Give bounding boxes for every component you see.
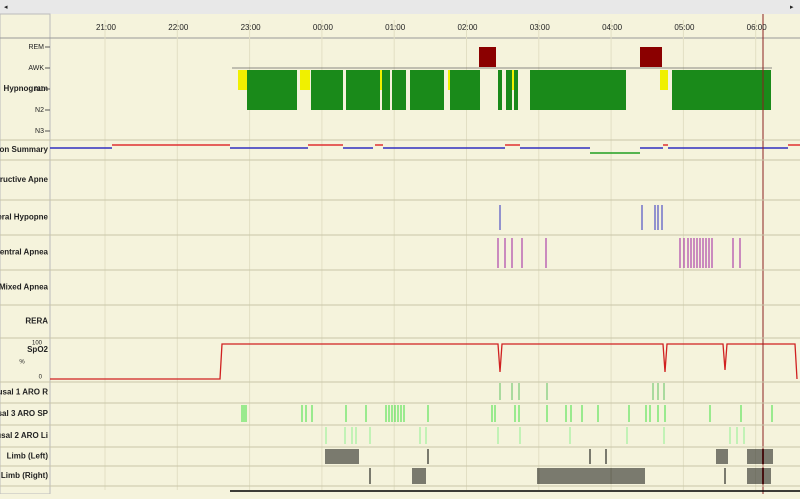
hypnogram-block [346,70,380,110]
hypnogram-block [672,70,771,110]
hypnogram-block [300,70,310,90]
hypnogram-block [311,70,343,110]
hypnogram-block [506,70,512,110]
channel-label: osition Summary [0,145,49,154]
time-label: 23:00 [241,23,262,32]
channel-label: ousal 1 ARO R [0,388,48,397]
time-label: 06:00 [747,23,768,32]
spo2-tick: 100 [32,341,43,347]
scroll-left[interactable]: ◂ [4,4,8,11]
channel-label: Mixed Apnea [0,283,49,292]
time-label: 02:00 [457,23,478,32]
stage-label: N2 [35,107,44,114]
time-label: 03:00 [530,23,551,32]
hypnogram-block [660,70,668,90]
time-label: 22:00 [168,23,189,32]
hypnogram-block [238,70,248,90]
time-label: 05:00 [674,23,695,32]
hypnogram-block [640,47,662,67]
channel-label: Central Apnea [0,248,49,257]
spo2-unit: % [19,360,25,366]
channel-label: Hypnogram [4,84,48,93]
scroll-right[interactable]: ▸ [790,4,794,11]
channel-labels: Hypnogram osition Summary Obstructive Apne… [0,84,49,480]
stage-label: N1 [35,86,44,93]
channel-label: eneral Hypopne [0,213,49,222]
hypnogram-block [410,70,444,110]
spo2-trace [50,343,798,380]
hypnogram-block [530,70,626,110]
events [50,14,800,494]
time-label: 21:00 [96,23,117,32]
channel-label: Limb (Right) [1,471,48,480]
hypnogram-block [392,70,406,110]
hypnogram-block [450,70,480,110]
channel-label: usal 3 ARO SP [0,409,49,418]
hypnogram-block [498,70,502,110]
spo2-tick: 0 [39,375,43,381]
label-panel [0,13,51,495]
channel-label: Obstructive Apne [0,175,49,184]
channel-label: Limb (Left) [7,452,49,461]
hypnogram-block [247,70,297,110]
stage-label: AWK [28,65,44,72]
channel-label: SpO2 [27,345,48,354]
channel-label: RERA [25,317,48,326]
hypnogram-block [514,70,518,110]
stage-label: N3 [35,128,44,135]
top-bar [0,0,800,14]
channel-label: ousal 2 ARO Li [0,431,48,440]
time-label: 00:00 [313,23,334,32]
stage-label: REM [28,44,44,51]
hypnogram-block [479,47,496,67]
time-label: 01:00 [385,23,406,32]
hypnogram-block [382,70,390,110]
time-label: 04:00 [602,23,623,32]
